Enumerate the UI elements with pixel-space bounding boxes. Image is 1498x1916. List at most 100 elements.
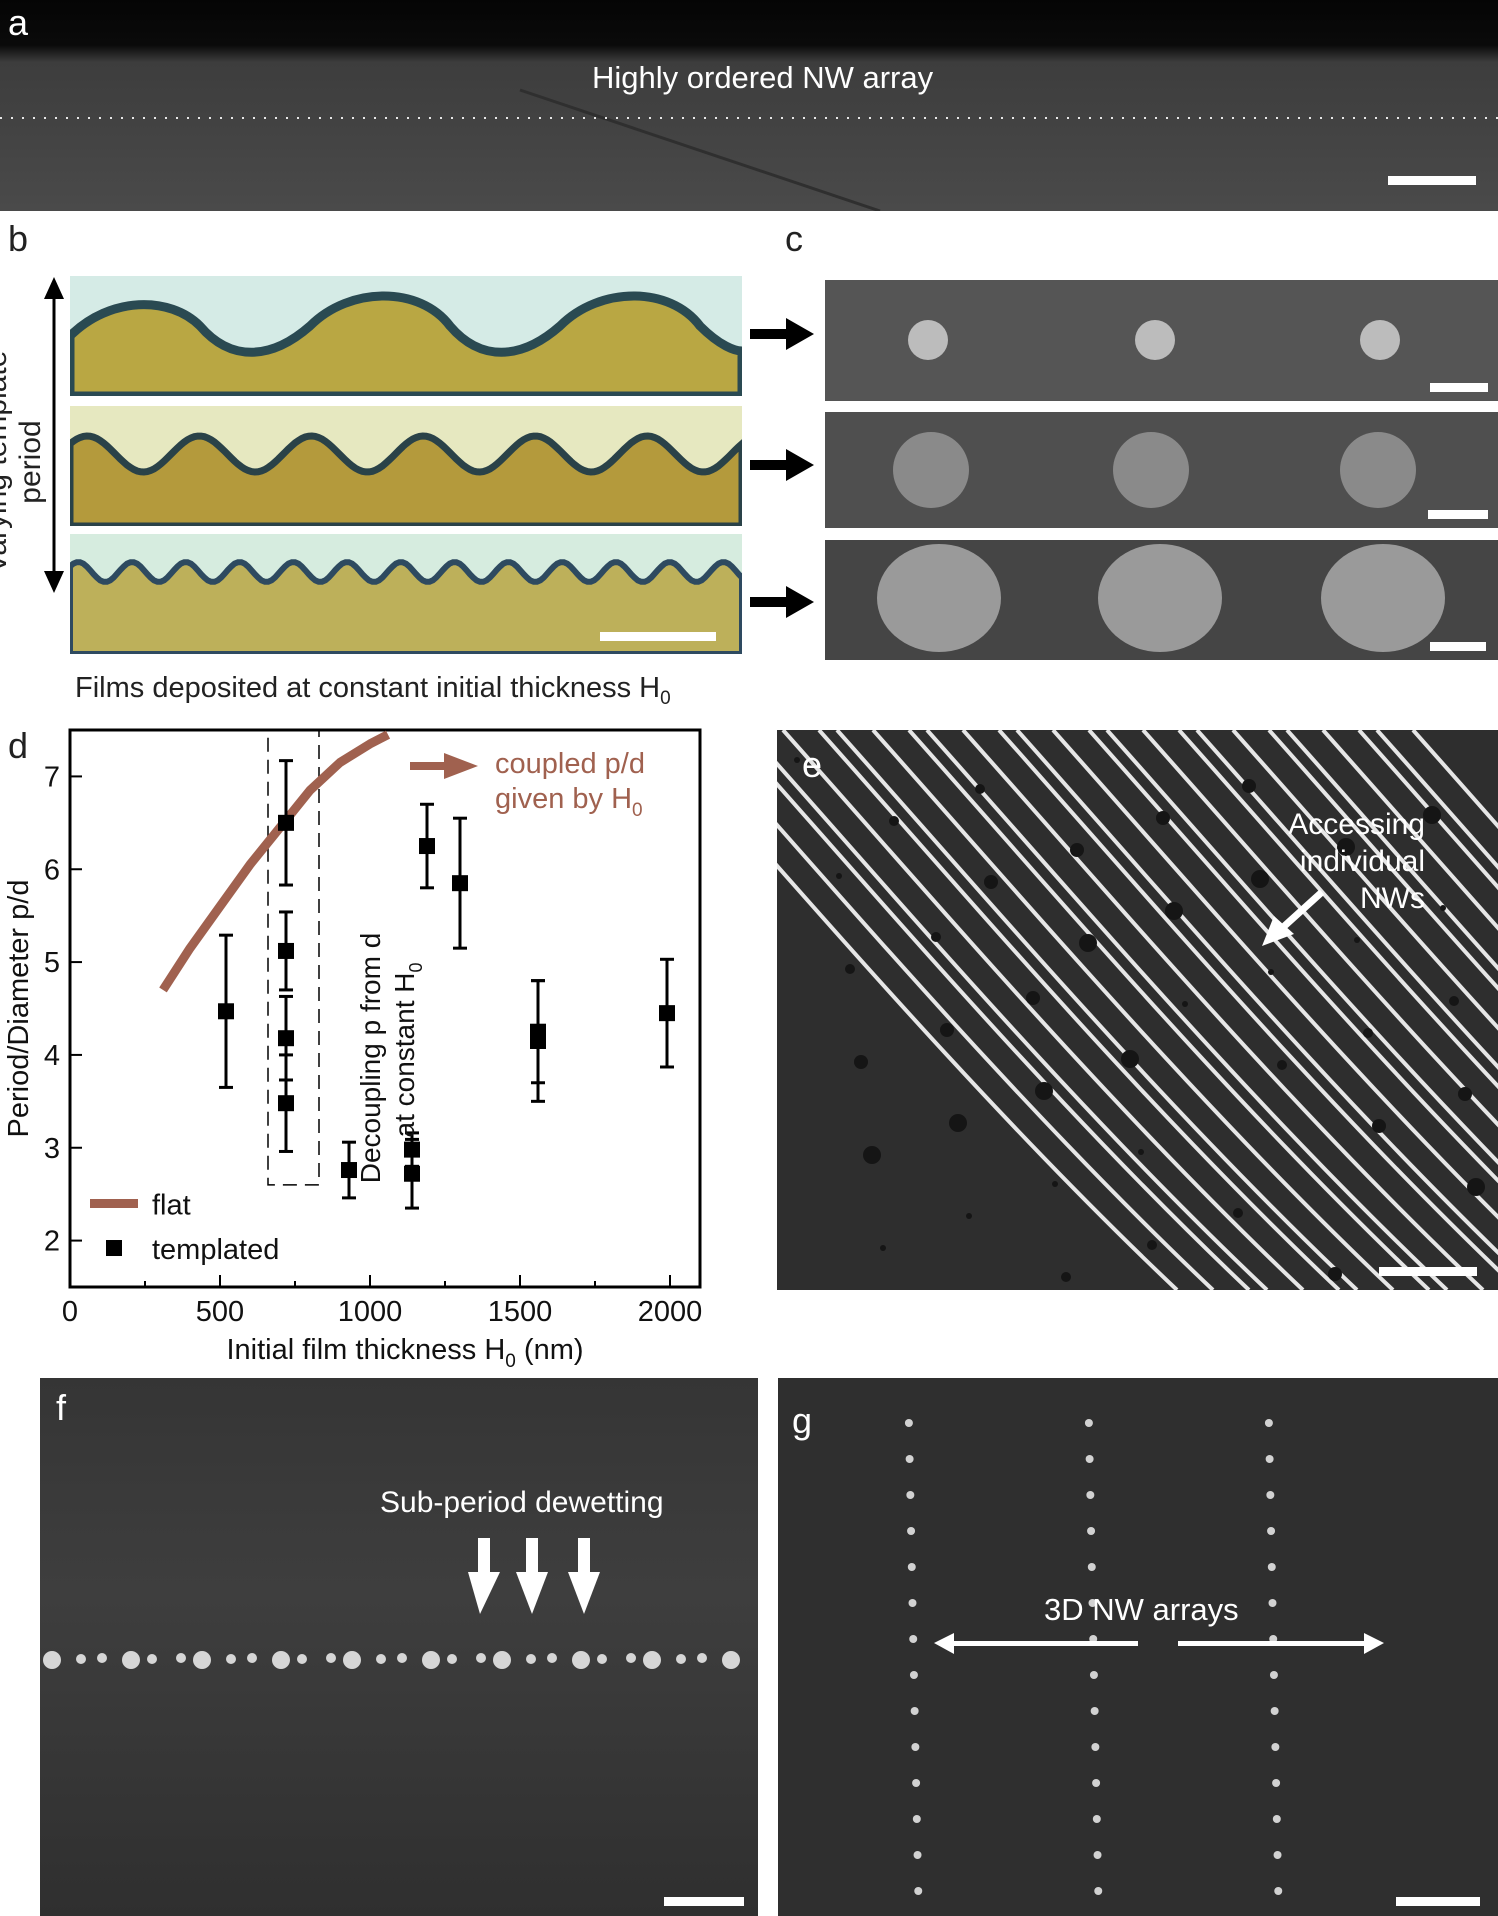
nanowire-dot xyxy=(907,1563,916,1571)
templated-point xyxy=(530,1032,546,1049)
nanowire-line xyxy=(1015,730,1498,1256)
legend-templated-swatch xyxy=(106,1240,122,1257)
plot-frame xyxy=(68,728,702,1289)
nanodroplet xyxy=(297,1654,307,1664)
x-tick-label: 2000 xyxy=(638,1296,703,1328)
nanowire-dot xyxy=(1272,1779,1281,1787)
nanowire-line xyxy=(907,730,1431,1290)
nanodroplet xyxy=(597,1654,607,1664)
nanowire-dot xyxy=(1091,1743,1100,1751)
y-tick-label: 4 xyxy=(44,1040,60,1072)
nanowire-dot xyxy=(1087,1527,1096,1535)
nanowire-dot xyxy=(913,1851,922,1859)
decoupling-annotation: Decoupling p from d at constant H0 xyxy=(355,933,426,1184)
nanowire-dot xyxy=(1089,1671,1098,1679)
nanodroplet xyxy=(193,1651,211,1669)
templated-point xyxy=(419,838,435,855)
nanodroplet xyxy=(272,1651,290,1669)
dewetting-hole xyxy=(1052,1181,1058,1187)
e-annotation-line-1: Accessing xyxy=(1288,808,1425,841)
panel-a-label: a xyxy=(8,2,29,43)
dewetting-hole xyxy=(1035,1082,1053,1100)
dewetting-hole xyxy=(931,932,941,942)
nanodroplet xyxy=(697,1653,707,1663)
nanowire-line xyxy=(1231,730,1498,1031)
dewetting-hole xyxy=(1138,1149,1144,1155)
nanowire-dot xyxy=(1092,1779,1101,1787)
panel-f-caption: Sub-period dewetting xyxy=(380,1486,664,1519)
nanodroplet xyxy=(43,1651,61,1669)
nanodroplet xyxy=(376,1654,386,1664)
dewetting-hole xyxy=(949,1114,967,1132)
coupled-annotation-line-2: given by H0 xyxy=(495,783,643,821)
sem-image-c2 xyxy=(825,412,1498,528)
chart-frame xyxy=(68,728,702,1289)
templated-point xyxy=(278,1030,294,1047)
y-axis-label: Period/Diameter p/d xyxy=(3,880,35,1138)
nanodroplet xyxy=(247,1653,257,1663)
nanowire-dot xyxy=(909,1635,918,1643)
dewetting-hole xyxy=(940,1023,954,1037)
dewetting-hole xyxy=(1354,937,1360,943)
dewetting-hole xyxy=(1449,996,1459,1006)
panel-a-scale-bar xyxy=(1388,176,1476,185)
templated-point xyxy=(404,1165,420,1182)
panel-a-image xyxy=(0,0,1498,211)
templated-point xyxy=(452,875,468,892)
nanowire-dot xyxy=(1271,1743,1280,1751)
nanowire-dot xyxy=(914,1887,923,1895)
nanodroplet xyxy=(397,1653,407,1663)
nanowire-dot xyxy=(1273,1851,1282,1859)
legend-templated-label: templated xyxy=(152,1234,279,1266)
sem-image-c3 xyxy=(825,540,1498,660)
nanowire-line xyxy=(777,781,1251,1290)
nanowire-line xyxy=(1375,730,1498,870)
chart-legend: flat templated xyxy=(90,1189,279,1266)
nanowire-dot xyxy=(908,1599,917,1607)
nanowire-dot xyxy=(912,1815,921,1823)
nanowire-dot xyxy=(1265,1455,1274,1463)
nanowire-dot xyxy=(904,1419,913,1427)
dewetting-hole xyxy=(880,1245,886,1251)
dewetting-hole xyxy=(1277,1060,1287,1070)
nanodroplet xyxy=(343,1651,361,1669)
panel-g-label: g xyxy=(792,1400,813,1441)
nanodroplet xyxy=(493,1651,511,1669)
dewetting-hole xyxy=(975,784,985,794)
dewetting-hole xyxy=(1026,991,1040,1005)
coupled-arrow-shaft xyxy=(410,762,446,770)
nanowire-line xyxy=(1177,730,1498,1090)
nanowire-dot xyxy=(1274,1887,1283,1895)
coupled-annotation-line-1: coupled p/d xyxy=(495,748,645,780)
nanowire-dot xyxy=(1084,1419,1093,1427)
nanowire-dot xyxy=(1090,1707,1099,1715)
nanowire-line xyxy=(997,730,1498,1273)
dewetting-hole xyxy=(863,1146,881,1164)
panel-e-annotation: Accessing individual NWs xyxy=(1230,806,1425,917)
nanodroplet xyxy=(676,1654,686,1664)
nanowire-dot xyxy=(1088,1599,1097,1607)
dewetting-hole xyxy=(889,816,899,826)
nanowire-line xyxy=(961,730,1485,1290)
nanodroplet xyxy=(447,1654,457,1664)
dewetting-hole xyxy=(1372,1119,1386,1133)
sem-image-f xyxy=(40,1378,758,1916)
optical-image-2 xyxy=(70,406,742,526)
nanowire-line xyxy=(1105,730,1498,1165)
templated-series xyxy=(218,759,675,1210)
dewetting-hole xyxy=(1242,779,1256,793)
dewetting-hole xyxy=(1363,1028,1373,1038)
nanowire-dot xyxy=(1268,1599,1277,1607)
dewetting-hole xyxy=(854,1055,868,1069)
nanodroplet xyxy=(147,1654,157,1664)
sem-image-e xyxy=(777,730,1498,1290)
templated-point xyxy=(341,1162,357,1179)
panel-g-caption: 3D NW arrays xyxy=(1044,1592,1239,1627)
optical-image-3 xyxy=(70,534,742,654)
nanodroplet xyxy=(526,1654,536,1664)
decoupling-box xyxy=(267,729,320,1186)
nanodroplet xyxy=(422,1651,440,1669)
dewetting-hole xyxy=(984,875,998,889)
nanowire-dot xyxy=(1267,1563,1276,1571)
e-pointer-arrow xyxy=(1262,889,1325,946)
